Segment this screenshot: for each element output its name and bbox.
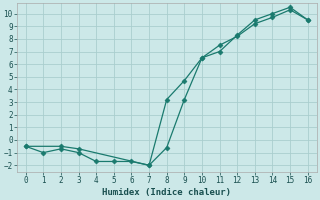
X-axis label: Humidex (Indice chaleur): Humidex (Indice chaleur): [102, 188, 231, 197]
